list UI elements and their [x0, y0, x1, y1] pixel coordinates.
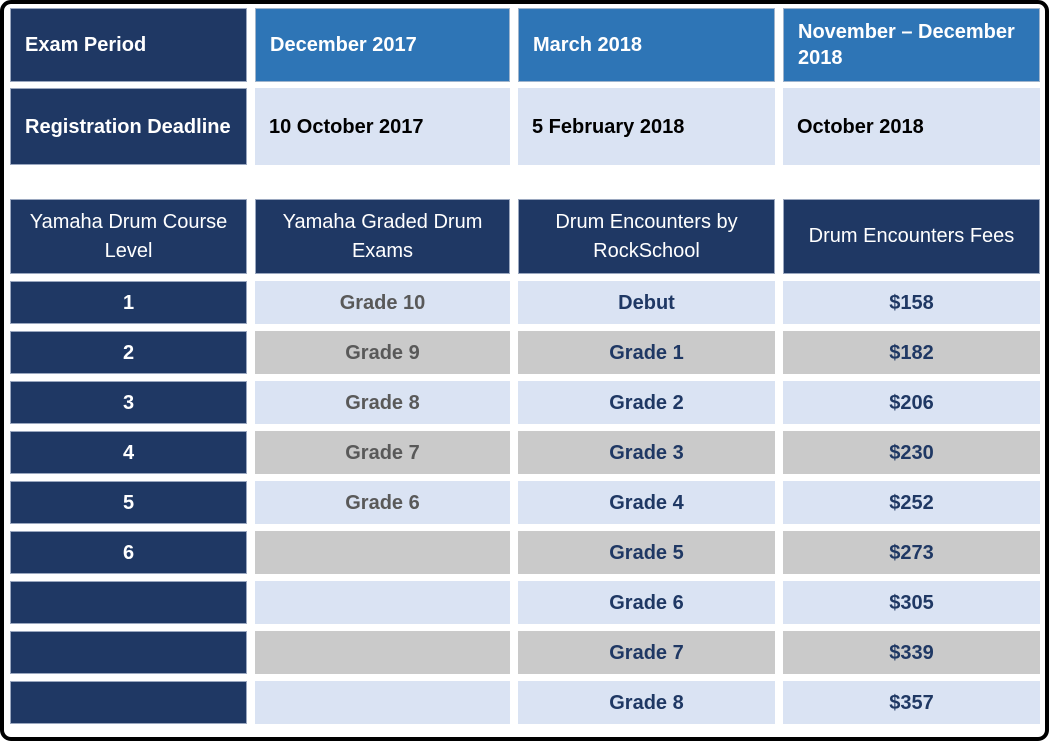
course-level-cell — [10, 681, 247, 724]
course-level-cell: 5 — [10, 481, 247, 524]
course-level-cell: 6 — [10, 531, 247, 574]
deadline-march-2018: 5 February 2018 — [518, 88, 775, 165]
course-level-cell — [10, 631, 247, 674]
fee-cell: $252 — [783, 481, 1040, 524]
yamaha-grade-cell: Grade 6 — [255, 481, 510, 524]
col-header-yamaha-graded-exams: Yamaha Graded Drum Exams — [255, 199, 510, 274]
yamaha-grade-cell — [255, 681, 510, 724]
exam-period-nov-dec-2018: November – December 2018 — [783, 8, 1040, 82]
yamaha-grade-cell: Grade 10 — [255, 281, 510, 324]
rockschool-grade-cell: Grade 5 — [518, 531, 775, 574]
fee-cell: $339 — [783, 631, 1040, 674]
fee-cell: $206 — [783, 381, 1040, 424]
deadline-december-2017: 10 October 2017 — [255, 88, 510, 165]
course-level-cell: 2 — [10, 331, 247, 374]
exam-period-row-header: Exam Period — [10, 8, 247, 82]
rockschool-grade-cell: Debut — [518, 281, 775, 324]
rockschool-grade-cell: Grade 6 — [518, 581, 775, 624]
levels-fees-table: Yamaha Drum Course Level Yamaha Graded D… — [10, 199, 1040, 724]
yamaha-grade-cell: Grade 9 — [255, 331, 510, 374]
yamaha-grade-cell — [255, 531, 510, 574]
yamaha-grade-cell — [255, 631, 510, 674]
fee-cell: $357 — [783, 681, 1040, 724]
fee-cell: $273 — [783, 531, 1040, 574]
deadline-nov-dec-2018: October 2018 — [783, 88, 1040, 165]
rockschool-grade-cell: Grade 8 — [518, 681, 775, 724]
exam-period-december-2017: December 2017 — [255, 8, 510, 82]
col-header-drum-encounters-fees: Drum Encounters Fees — [783, 199, 1040, 274]
yamaha-grade-cell — [255, 581, 510, 624]
rockschool-grade-cell: Grade 1 — [518, 331, 775, 374]
rockschool-grade-cell: Grade 3 — [518, 431, 775, 474]
yamaha-grade-cell: Grade 7 — [255, 431, 510, 474]
fee-cell: $182 — [783, 331, 1040, 374]
rockschool-grade-cell: Grade 4 — [518, 481, 775, 524]
fee-cell: $158 — [783, 281, 1040, 324]
registration-deadline-row-header: Registration Deadline — [10, 88, 247, 165]
fee-cell: $305 — [783, 581, 1040, 624]
rockschool-grade-cell: Grade 7 — [518, 631, 775, 674]
course-level-cell: 4 — [10, 431, 247, 474]
col-header-drum-encounters: Drum Encounters by RockSchool — [518, 199, 775, 274]
course-level-cell: 3 — [10, 381, 247, 424]
fee-cell: $230 — [783, 431, 1040, 474]
col-header-yamaha-course-level: Yamaha Drum Course Level — [10, 199, 247, 274]
rockschool-grade-cell: Grade 2 — [518, 381, 775, 424]
course-level-cell: 1 — [10, 281, 247, 324]
yamaha-grade-cell: Grade 8 — [255, 381, 510, 424]
exam-schedule-table: Exam Period December 2017 March 2018 Nov… — [10, 8, 1040, 165]
course-level-cell — [10, 581, 247, 624]
exam-period-march-2018: March 2018 — [518, 8, 775, 82]
